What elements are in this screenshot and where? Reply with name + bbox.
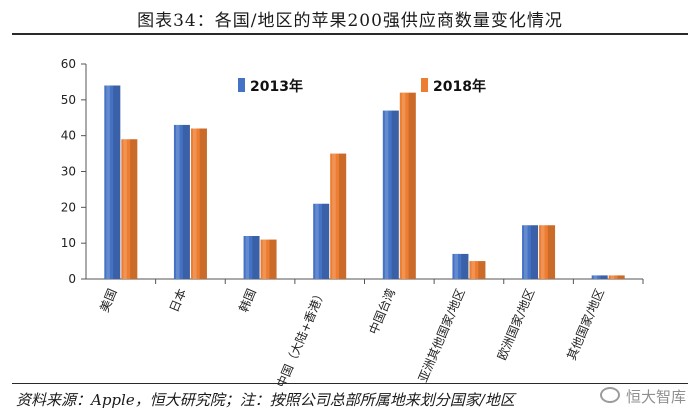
bar-shade	[252, 236, 260, 279]
bar-shade	[530, 225, 539, 279]
bar-shade	[617, 275, 625, 279]
source-note: 资料来源：Apple，恒大研究院；注：按照公司总部所属地来划分国家/地区	[16, 391, 515, 409]
bar-highlight	[593, 275, 598, 279]
y-tick-label: 40	[61, 129, 76, 143]
bar-highlight	[541, 225, 545, 279]
bar-highlight	[106, 85, 110, 279]
bar-2018	[608, 275, 625, 279]
bar-2013	[313, 203, 330, 279]
chart-title: 图表34：各国/地区的苹果200强供应商数量变化情况	[137, 11, 563, 31]
bar-highlight	[401, 92, 406, 279]
bar-highlight	[245, 236, 250, 279]
y-tick-label: 50	[61, 93, 76, 107]
bar-highlight	[471, 261, 475, 279]
bar-shade	[321, 203, 330, 279]
bar-highlight	[454, 253, 458, 279]
bar-shade	[338, 153, 347, 279]
footer-rule	[12, 383, 688, 384]
bar-shade	[182, 124, 190, 280]
legend-swatch-2013	[238, 78, 245, 92]
legend-label-2018: 2018年	[433, 78, 486, 95]
bar-2018	[121, 139, 138, 279]
bar-highlight	[315, 203, 319, 279]
bar-shade	[199, 128, 207, 279]
title-rule	[12, 33, 688, 35]
bar-highlight	[123, 139, 127, 279]
bar-highlight	[524, 225, 528, 279]
watermark: 恒大智库	[599, 386, 686, 407]
bar-2013	[243, 236, 260, 279]
watermark-text: 恒大智库	[625, 388, 686, 406]
bar-2013	[522, 225, 539, 279]
bar-shade	[461, 253, 469, 279]
bar-shade	[600, 275, 608, 279]
y-tick-label: 0	[68, 272, 76, 286]
bar-highlight	[332, 153, 336, 279]
x-tick-label: 亚洲其他国家/地区	[415, 286, 468, 384]
legend-label-2013: 2013年	[250, 78, 303, 95]
bar-shade	[130, 139, 138, 279]
bar-2013	[104, 85, 121, 279]
x-tick-label: 中国（大陆+香港）	[273, 286, 328, 386]
title-bar: 图表34：各国/地区的苹果200强供应商数量变化情况	[0, 0, 700, 36]
bar-shade	[269, 239, 277, 279]
x-tick-label: 美国	[97, 287, 119, 315]
bar-2018	[469, 261, 486, 279]
bar-highlight	[262, 239, 267, 279]
bar-2018	[260, 239, 277, 279]
bar-2018	[539, 225, 556, 279]
bar-2013	[173, 124, 190, 280]
bar-2013	[591, 275, 608, 279]
bar-shade	[391, 110, 399, 279]
y-tick-label: 20	[61, 200, 76, 214]
bar-shade	[408, 92, 416, 279]
x-tick-label: 中国台湾	[366, 286, 399, 336]
legend-swatch-2018	[421, 78, 428, 92]
bar-shade	[478, 261, 486, 279]
bar-2018	[399, 92, 416, 279]
bar-2013	[382, 110, 399, 279]
y-tick-label: 60	[61, 57, 76, 71]
wechat-icon	[599, 387, 620, 403]
x-tick-label: 其他国家/地区	[563, 286, 607, 362]
y-tick-label: 30	[61, 165, 76, 179]
bar-highlight	[192, 128, 197, 279]
y-tick-label: 10	[61, 236, 76, 250]
x-tick-label: 欧洲国家/地区	[494, 286, 538, 362]
bar-highlight	[175, 124, 180, 280]
bar-highlight	[610, 275, 615, 279]
bar-2018	[330, 153, 347, 279]
x-tick-label: 日本	[167, 287, 189, 315]
bar-chart: 0 10 20 30 40 50 60 美国 日本 韩国 中国（大陆+香港） 中国台湾 亚洲其他国家/地…	[61, 57, 644, 386]
bar-shade	[113, 85, 121, 279]
bar-shade	[547, 225, 556, 279]
bar-highlight	[384, 110, 389, 279]
x-tick-label: 韩国	[236, 286, 259, 314]
bar-2013	[452, 253, 469, 279]
bar-2018	[190, 128, 207, 279]
